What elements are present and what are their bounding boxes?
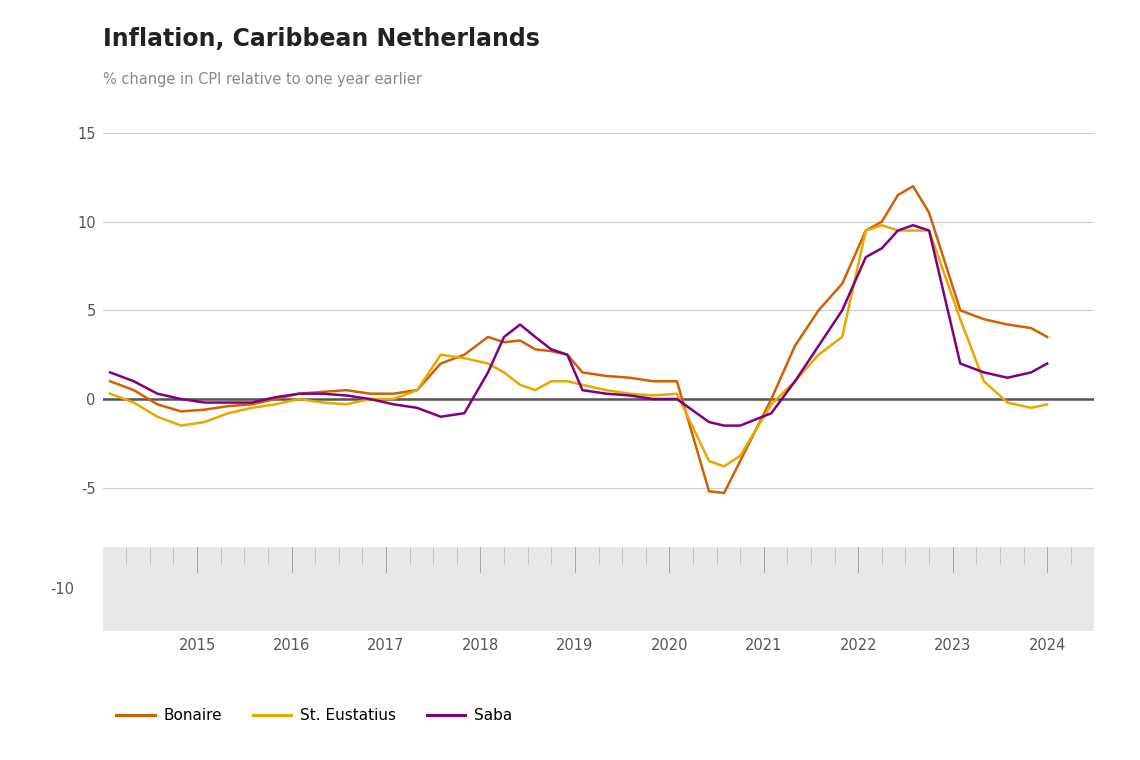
Text: -10: -10 xyxy=(50,581,74,597)
Text: % change in CPI relative to one year earlier: % change in CPI relative to one year ear… xyxy=(103,72,422,87)
Legend: Bonaire, St. Eustatius, Saba: Bonaire, St. Eustatius, Saba xyxy=(111,702,519,730)
Text: Inflation, Caribbean Netherlands: Inflation, Caribbean Netherlands xyxy=(103,27,539,51)
